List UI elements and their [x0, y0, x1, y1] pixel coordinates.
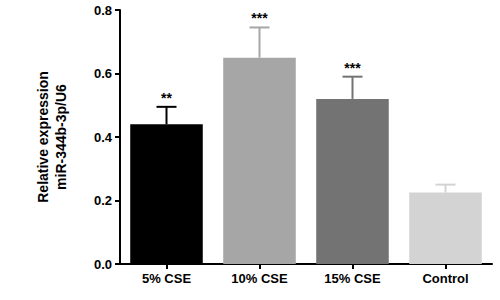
svg-text:0.4: 0.4 [94, 130, 113, 145]
svg-text:miR-344b-3p/U6: miR-344b-3p/U6 [53, 84, 69, 190]
svg-text:0.8: 0.8 [94, 3, 112, 18]
svg-text:15% CSE: 15% CSE [324, 271, 381, 286]
svg-text:0.6: 0.6 [94, 66, 112, 81]
svg-text:***: *** [344, 60, 361, 76]
svg-text:5% CSE: 5% CSE [142, 271, 191, 286]
svg-text:***: *** [251, 10, 268, 26]
svg-text:Relative expression: Relative expression [35, 71, 51, 203]
svg-text:**: ** [161, 90, 172, 106]
svg-text:0.0: 0.0 [94, 257, 112, 272]
svg-text:0.2: 0.2 [94, 193, 112, 208]
svg-text:Control: Control [422, 271, 468, 286]
svg-text:10% CSE: 10% CSE [231, 271, 288, 286]
